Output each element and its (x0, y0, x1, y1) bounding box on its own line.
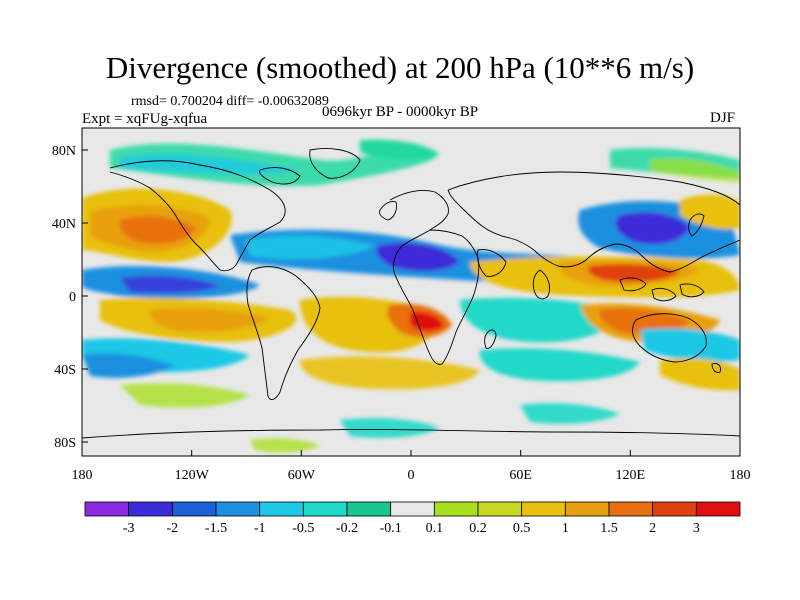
lon-label: 60E (509, 468, 532, 483)
colorbar-swatch (564, 501, 610, 517)
colorbar-label: 0.1 (426, 521, 444, 536)
lat-label: 40S (54, 363, 76, 378)
period-label: 0696kyr BP - 0000kyr BP (322, 104, 479, 120)
colorbar-label: -1 (254, 521, 266, 536)
colorbar-swatch (346, 501, 392, 517)
colorbar-label: 2 (649, 521, 656, 536)
season-label: DJF (710, 110, 736, 126)
lon-label: 60W (288, 468, 316, 483)
colorbar-label: -0.1 (380, 521, 402, 536)
colorbar-swatch (171, 501, 217, 517)
lat-label: 40N (52, 217, 76, 232)
colorbar-swatch (652, 501, 697, 517)
colorbar-swatch (695, 501, 741, 517)
lat-label: 80N (52, 144, 76, 159)
colorbar-label: -2 (166, 521, 178, 536)
colorbar-label: 0.5 (513, 521, 531, 536)
colorbar-swatch (215, 501, 261, 517)
lon-label: 180 (72, 468, 93, 483)
colorbar-swatch (521, 501, 566, 517)
colorbar-swatch (608, 501, 654, 517)
lon-label: 120E (616, 468, 646, 483)
colorbar-swatch (433, 501, 479, 517)
colorbar-swatch (259, 501, 304, 517)
coastlines (82, 148, 740, 439)
colorbar-swatch (84, 501, 130, 517)
colorbar-label: -0.2 (336, 521, 358, 536)
lon-label: 120W (175, 468, 210, 483)
map-title: Divergence (smoothed) at 200 hPa (10**6 … (105, 50, 695, 85)
divergence-field (82, 139, 740, 453)
colorbar-swatch (128, 501, 173, 517)
colorbar-label: 0.2 (469, 521, 487, 536)
experiment-label: Expt = xqFUg-xqfua (82, 111, 208, 127)
map-plot-area: 80N 40N 0 40S 80S 180 120W 60W 0 60E 120… (52, 127, 751, 483)
colorbar-label: 3 (693, 521, 700, 536)
lon-axis: 180 120W 60W 0 60E 120E 180 (72, 450, 751, 483)
colorbar-swatch (477, 501, 523, 517)
lat-label: 80S (54, 436, 76, 451)
lon-label: 180 (730, 468, 751, 483)
colorbar-label: -0.5 (292, 521, 314, 536)
colorbar-label: -3 (123, 521, 135, 536)
colorbar-label: -1.5 (205, 521, 227, 536)
lat-axis: 80N 40N 0 40S 80S (52, 144, 88, 451)
colorbar-label: 1 (562, 521, 569, 536)
lat-label: 0 (69, 290, 76, 305)
colorbar: -3 -2 -1.5 -1 -0.5 -0.2 -0.1 0.1 0.2 0.5 1 1.5 2 3 (84, 501, 741, 536)
colorbar-swatch (302, 501, 348, 517)
colorbar-swatch (390, 501, 435, 517)
lon-label: 0 (408, 468, 415, 483)
stats-line: rmsd= 0.700204 diff= -0.00632089 (131, 94, 329, 109)
colorbar-label: 1.5 (600, 521, 618, 536)
